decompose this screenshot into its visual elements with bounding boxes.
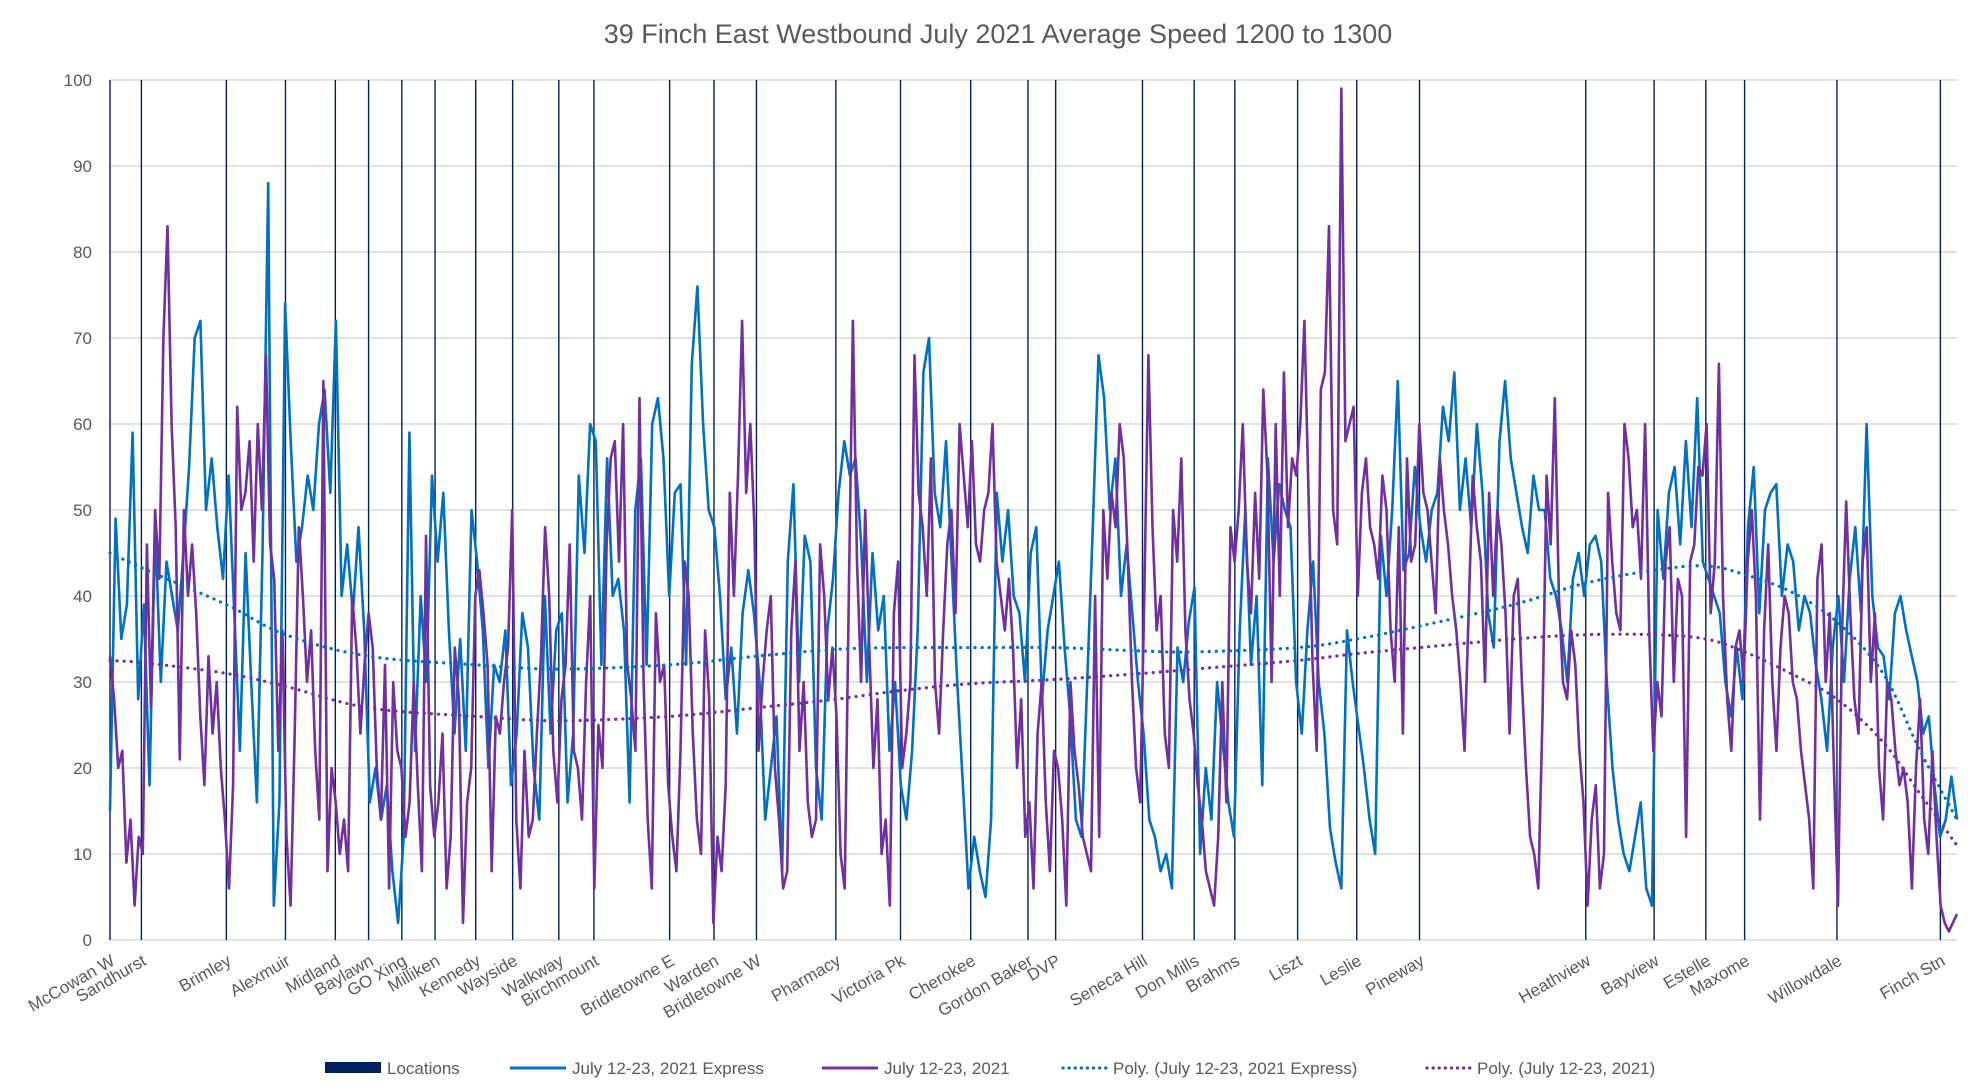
location-label: Willowdale [1765,951,1845,1008]
trend-lines [108,551,1959,847]
y-tick-label: 30 [73,673,92,692]
y-tick-label: 90 [73,157,92,176]
legend-label: Locations [387,1059,460,1078]
legend-item: July 12-23, 2021 Express [510,1059,764,1078]
y-tick-label: 0 [83,931,92,950]
series-line-1 [108,181,1959,925]
trend-line-4 [108,632,1959,847]
legend-label: July 12-23, 2021 [884,1059,1010,1078]
y-tick-label: 80 [73,243,92,262]
location-label: Heathview [1516,951,1595,1008]
legend: Locations July 12-23, 2021 Express July 12… [325,1059,1655,1078]
legend-label: July 12-23, 2021 Express [572,1059,764,1078]
legend-item: Locations [325,1059,460,1078]
location-label: Alexmuir [227,951,294,1001]
legend-label: Poly. (July 12-23, 2021) [1477,1059,1655,1078]
y-tick-label: 60 [73,415,92,434]
y-tick-label: 50 [73,501,92,520]
series-line-2 [108,87,1959,933]
location-label: Victoria Pk [829,951,909,1008]
location-label: Liszt [1266,951,1306,985]
y-tick-label: 20 [73,759,92,778]
y-tick-label: 70 [73,329,92,348]
location-label: Leslie [1317,951,1365,990]
legend-item: Poly. (July 12-23, 2021 Express) [1061,1059,1357,1078]
trend-line-3 [108,551,1959,822]
chart-title: 39 Finch East Westbound July 2021 Averag… [604,19,1393,49]
y-axis-ticks: 0 10 20 30 40 50 60 70 80 90 100 [64,71,92,950]
legend-item: July 12-23, 2021 [822,1059,1010,1078]
location-label: Brimley [176,951,235,996]
y-tick-label: 10 [73,845,92,864]
location-label: Bayview [1598,951,1663,999]
location-label: Finch Stn [1877,951,1949,1003]
location-label: Pineway [1362,951,1428,1000]
legend-item: Poly. (July 12-23, 2021) [1425,1059,1655,1078]
legend-marker [325,1062,381,1073]
legend-label: Poly. (July 12-23, 2021 Express) [1113,1059,1357,1078]
series-lines [108,87,1959,933]
y-tick-label: 40 [73,587,92,606]
location-label: DVP [1024,951,1064,985]
location-label: Seneca Hill [1066,951,1150,1010]
y-tick-label: 100 [64,71,92,90]
